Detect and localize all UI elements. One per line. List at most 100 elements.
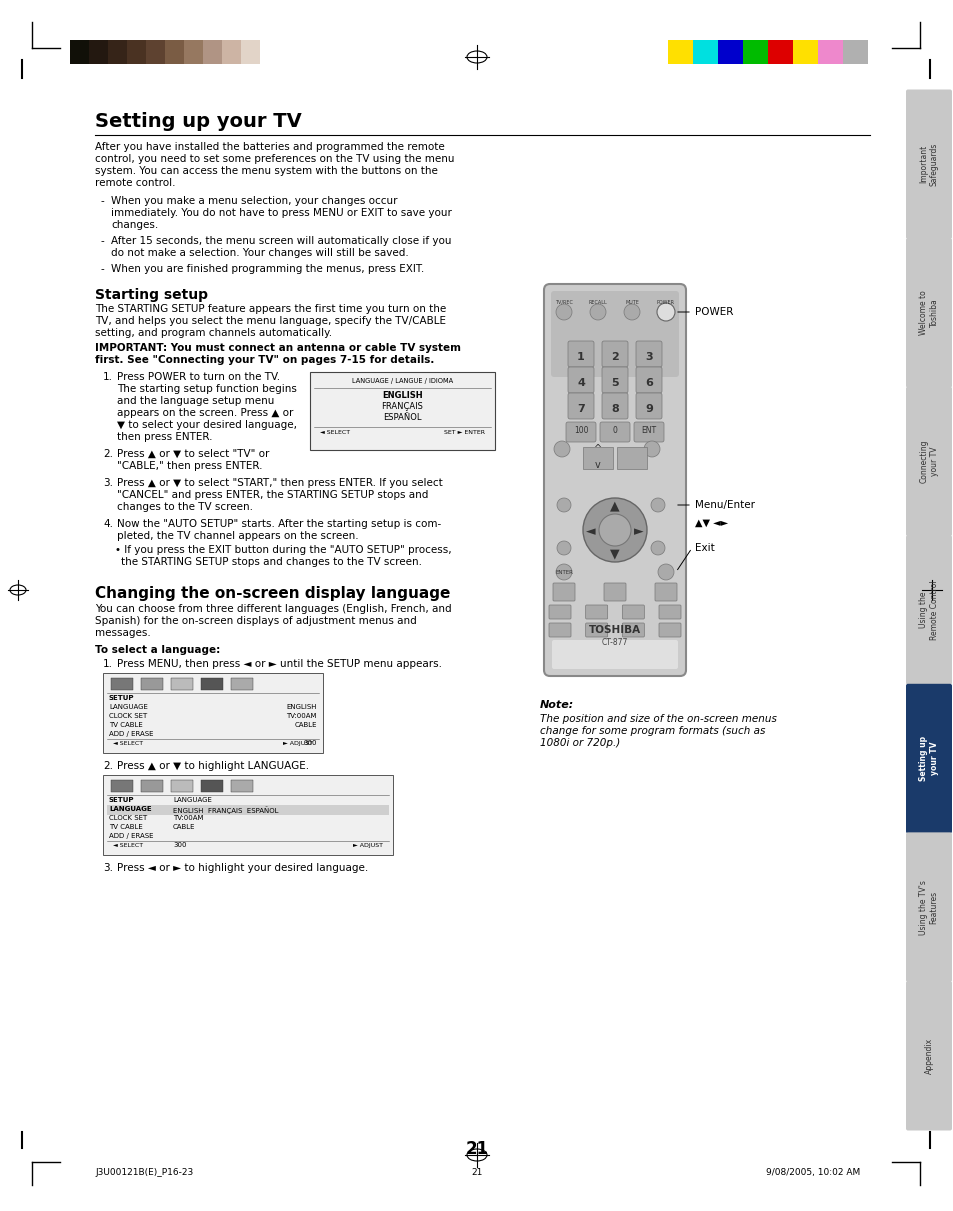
Text: TV:00AM: TV:00AM (286, 713, 316, 719)
Text: The position and size of the on-screen menus: The position and size of the on-screen m… (539, 714, 776, 724)
Circle shape (657, 303, 675, 321)
Text: TV CABLE: TV CABLE (109, 722, 143, 728)
Text: Setting up your TV: Setting up your TV (95, 111, 301, 131)
Circle shape (650, 541, 664, 555)
FancyBboxPatch shape (552, 639, 678, 668)
Text: Exit: Exit (695, 543, 714, 553)
Text: pleted, the TV channel appears on the screen.: pleted, the TV channel appears on the sc… (117, 530, 358, 541)
FancyBboxPatch shape (621, 622, 643, 637)
Text: 1080i or 720p.): 1080i or 720p.) (539, 737, 619, 748)
Text: Press ◄ or ► to highlight your desired language.: Press ◄ or ► to highlight your desired l… (117, 863, 368, 873)
Text: ADD / ERASE: ADD / ERASE (109, 731, 153, 737)
Text: MUTE: MUTE (624, 300, 639, 305)
Text: 8: 8 (611, 404, 618, 414)
Text: Connecting
your TV: Connecting your TV (919, 440, 938, 483)
Text: first. See "Connecting your TV" on pages 7-15 for details.: first. See "Connecting your TV" on pages… (95, 355, 434, 365)
Text: 4.: 4. (103, 520, 112, 529)
Text: Press ▲ or ▼ to select "TV" or: Press ▲ or ▼ to select "TV" or (117, 449, 269, 459)
Text: Using the TV's
Features: Using the TV's Features (919, 879, 938, 935)
Text: IMPORTANT: You must connect an antenna or cable TV system: IMPORTANT: You must connect an antenna o… (95, 343, 460, 352)
Bar (107, 805, 389, 815)
Bar (171, 780, 193, 792)
FancyBboxPatch shape (567, 342, 594, 367)
Text: To select a language:: To select a language: (95, 645, 220, 655)
Text: ▼: ▼ (610, 547, 619, 561)
Text: ◄: ◄ (585, 526, 596, 539)
Text: TV/REC: TV/REC (555, 300, 573, 305)
Text: ►: ► (634, 526, 643, 539)
Text: TOSHIBA: TOSHIBA (588, 625, 640, 635)
Text: 21: 21 (465, 1140, 488, 1158)
Circle shape (556, 304, 572, 320)
Text: LANGUAGE: LANGUAGE (172, 797, 212, 803)
Text: 2: 2 (611, 352, 618, 362)
Text: SETUP: SETUP (109, 797, 134, 803)
Text: When you are finished programming the menus, press EXIT.: When you are finished programming the me… (111, 264, 424, 274)
Text: Welcome to
Toshiba: Welcome to Toshiba (919, 291, 938, 335)
Text: "CABLE," then press ENTER.: "CABLE," then press ENTER. (117, 461, 262, 471)
Text: ▲: ▲ (610, 499, 619, 512)
Text: 4: 4 (577, 378, 584, 388)
Text: changes to the TV screen.: changes to the TV screen. (117, 503, 253, 512)
FancyBboxPatch shape (601, 342, 627, 367)
Text: "CANCEL" and press ENTER, the STARTING SETUP stops and: "CANCEL" and press ENTER, the STARTING S… (117, 490, 428, 500)
Circle shape (650, 498, 664, 512)
FancyBboxPatch shape (567, 394, 594, 419)
Text: TV:00AM: TV:00AM (172, 815, 203, 821)
Text: TV, and helps you select the menu language, specify the TV/CABLE: TV, and helps you select the menu langua… (95, 316, 446, 326)
Text: 9: 9 (644, 404, 652, 414)
Text: Spanish) for the on-screen displays of adjustment menus and: Spanish) for the on-screen displays of a… (95, 616, 416, 626)
FancyBboxPatch shape (905, 386, 951, 536)
Text: Note:: Note: (539, 700, 574, 710)
Circle shape (643, 441, 659, 457)
Text: ENT: ENT (640, 426, 656, 435)
Text: CT-877: CT-877 (601, 638, 627, 647)
Text: J3U00121B(E)_P16-23: J3U00121B(E)_P16-23 (95, 1167, 193, 1177)
FancyBboxPatch shape (565, 421, 596, 442)
Bar (89, 40, 108, 64)
Text: change for some program formats (such as: change for some program formats (such as (539, 727, 764, 736)
Text: ◄ SELECT: ◄ SELECT (112, 843, 143, 848)
Text: 5: 5 (611, 378, 618, 388)
Text: -: - (101, 196, 105, 206)
Text: -: - (101, 236, 105, 246)
Circle shape (557, 541, 571, 555)
Bar (241, 40, 260, 64)
FancyBboxPatch shape (621, 606, 643, 619)
FancyBboxPatch shape (543, 285, 685, 676)
Text: Important
Safeguards: Important Safeguards (919, 143, 938, 186)
Text: Press ▲ or ▼ to highlight LANGUAGE.: Press ▲ or ▼ to highlight LANGUAGE. (117, 761, 309, 771)
Circle shape (554, 441, 569, 457)
Text: Press MENU, then press ◄ or ► until the SETUP menu appears.: Press MENU, then press ◄ or ► until the … (117, 659, 441, 668)
Text: 9/08/2005, 10:02 AM: 9/08/2005, 10:02 AM (765, 1167, 859, 1177)
Text: LANGUAGE / LANGUE / IDIOMA: LANGUAGE / LANGUE / IDIOMA (352, 378, 453, 384)
Text: 7: 7 (577, 404, 584, 414)
Text: Appendix: Appendix (923, 1038, 933, 1074)
FancyBboxPatch shape (599, 421, 629, 442)
FancyBboxPatch shape (905, 90, 951, 239)
Text: Changing the on-screen display language: Changing the on-screen display language (95, 586, 450, 601)
Text: ► ADJUST: ► ADJUST (283, 741, 313, 746)
Text: ADD / ERASE: ADD / ERASE (109, 833, 153, 839)
FancyBboxPatch shape (634, 421, 663, 442)
Text: ▲▼ ◄►: ▲▼ ◄► (695, 518, 727, 528)
Text: 3.: 3. (103, 478, 112, 488)
Text: ◄ SELECT: ◄ SELECT (319, 430, 350, 435)
Bar (201, 678, 223, 690)
FancyBboxPatch shape (601, 367, 627, 394)
Text: RECALL: RECALL (588, 300, 607, 305)
Text: Press POWER to turn on the TV.: Press POWER to turn on the TV. (117, 372, 280, 381)
Bar (201, 780, 223, 792)
Text: When you make a menu selection, your changes occur: When you make a menu selection, your cha… (111, 196, 397, 206)
Text: ENGLISH: ENGLISH (286, 704, 316, 710)
Text: Menu/Enter: Menu/Enter (695, 500, 754, 510)
Text: Starting setup: Starting setup (95, 288, 208, 302)
Text: CLOCK SET: CLOCK SET (109, 815, 147, 821)
Bar (842, 40, 867, 64)
FancyBboxPatch shape (905, 684, 951, 833)
FancyBboxPatch shape (585, 606, 607, 619)
Text: Now the "AUTO SETUP" starts. After the starting setup is com-: Now the "AUTO SETUP" starts. After the s… (117, 520, 441, 529)
Bar (742, 40, 767, 64)
FancyBboxPatch shape (636, 342, 661, 367)
Text: Using the
Remote Control: Using the Remote Control (919, 580, 938, 639)
